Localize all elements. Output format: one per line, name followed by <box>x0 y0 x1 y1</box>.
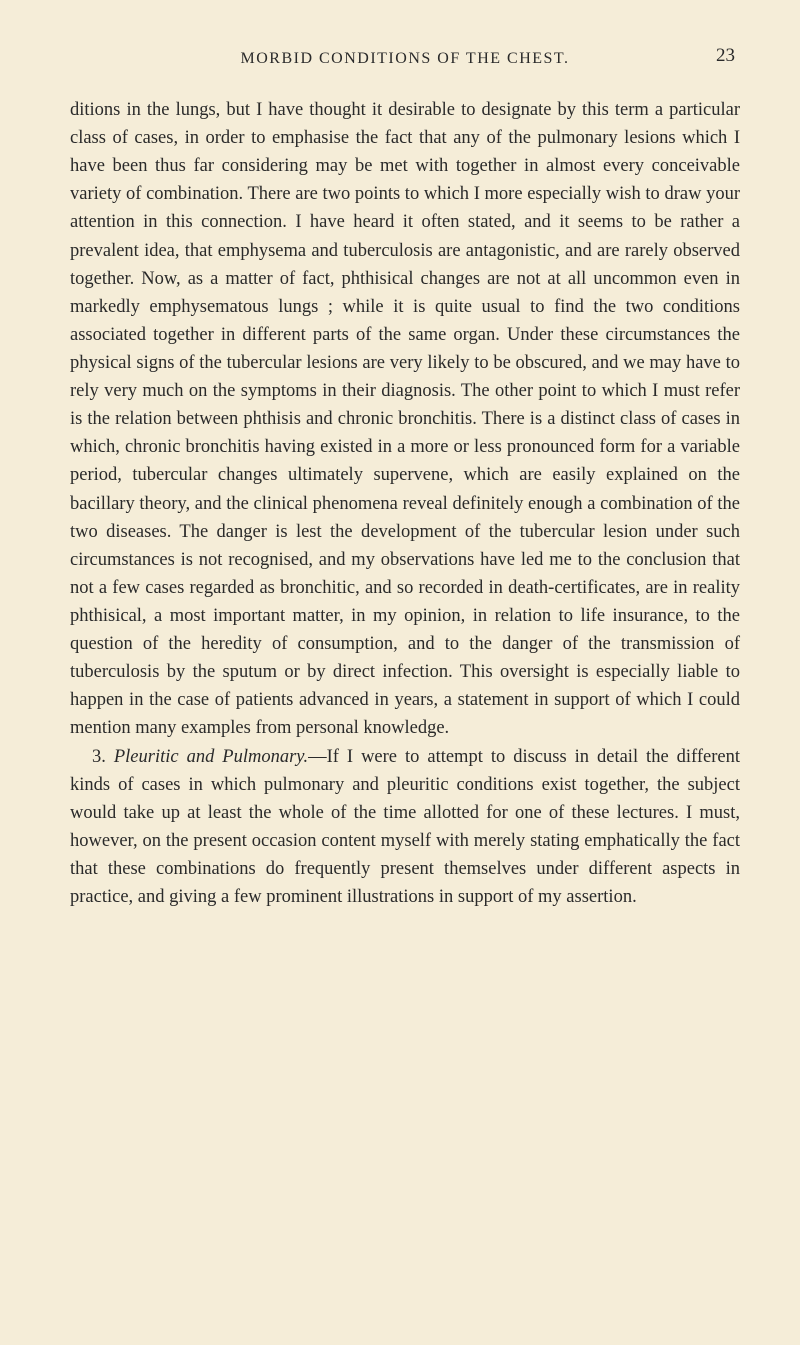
page-header: MORBID CONDITIONS OF THE CHEST. 23 <box>70 50 740 68</box>
paragraph-2: 3. Pleuritic and Pulmonary.—If I were to… <box>70 743 740 912</box>
paragraph-1: ditions in the lungs, but I have thought… <box>70 96 740 743</box>
paragraph-2-rest: —If I were to attempt to discuss in deta… <box>70 747 740 908</box>
section-title-italic: Pleuritic and Pulmonary. <box>114 747 308 767</box>
body-text: ditions in the lungs, but I have thought… <box>70 96 740 911</box>
page-number: 23 <box>716 45 735 67</box>
section-number: 3. <box>92 747 114 767</box>
running-title: MORBID CONDITIONS OF THE CHEST. <box>80 50 730 68</box>
